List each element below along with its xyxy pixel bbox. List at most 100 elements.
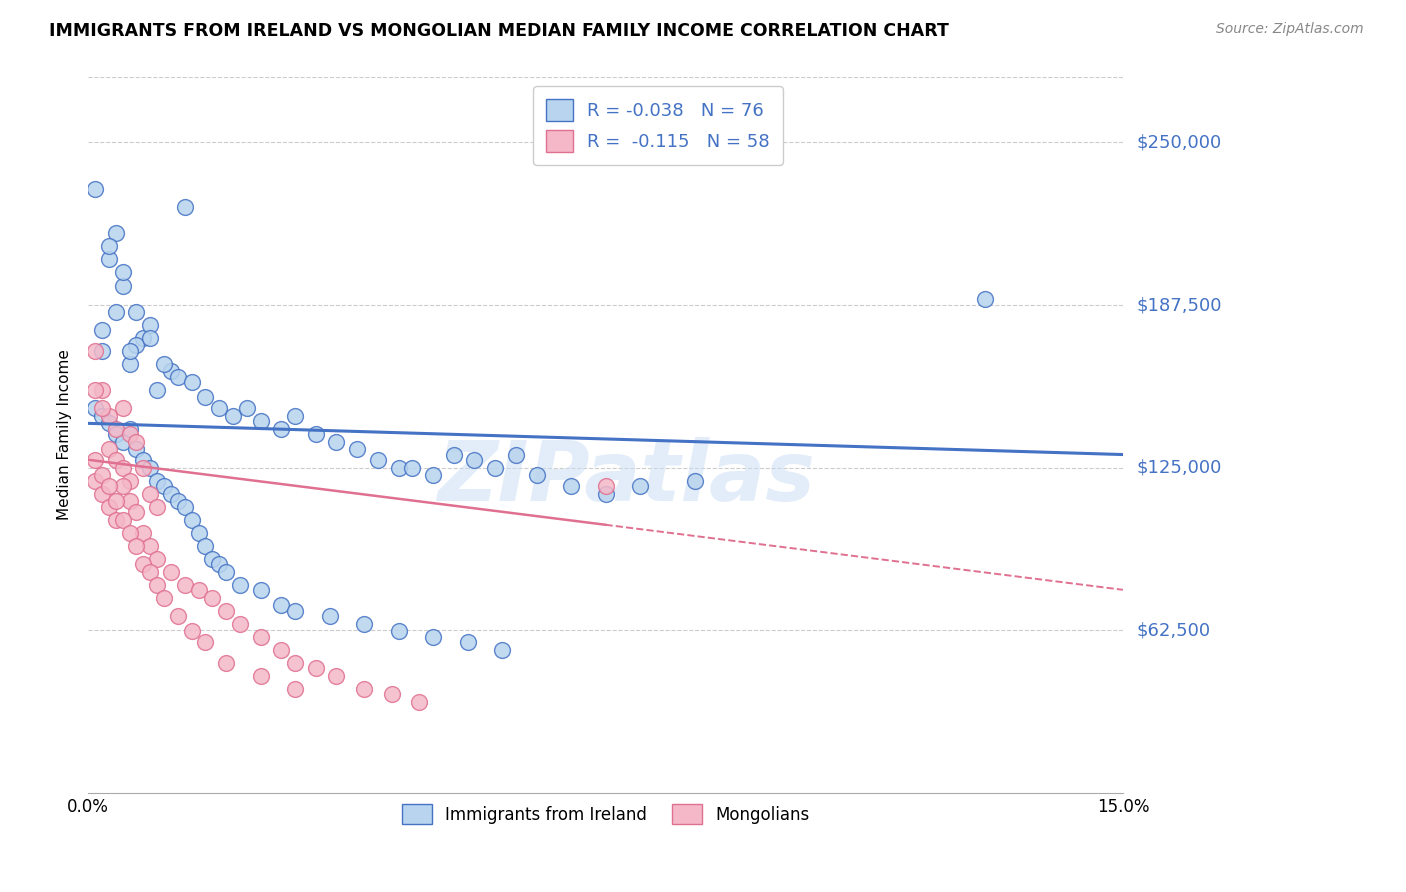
Point [180, 512, 202, 526]
Point [125, 442, 148, 457]
Point [284, 604, 307, 618]
Point [132, 460, 155, 475]
Point [139, 539, 162, 553]
Point [381, 687, 404, 701]
Point [139, 460, 162, 475]
Point [249, 582, 271, 597]
Point [201, 551, 224, 566]
Point [132, 557, 155, 571]
Point [153, 591, 176, 605]
Point [236, 401, 259, 415]
Point [111, 401, 134, 415]
Point [118, 494, 141, 508]
Point [229, 616, 252, 631]
Point [194, 539, 217, 553]
Point [160, 364, 183, 378]
Point [595, 486, 617, 500]
Point [422, 630, 444, 644]
Text: $62,500: $62,500 [1137, 621, 1211, 639]
Point [111, 460, 134, 475]
Point [139, 486, 162, 500]
Point [139, 318, 162, 332]
Point [91, 323, 114, 337]
Point [387, 624, 409, 639]
Point [305, 426, 328, 441]
Point [97, 442, 120, 457]
Point [111, 265, 134, 279]
Point [318, 608, 340, 623]
Point [91, 409, 114, 423]
Point [408, 695, 430, 709]
Point [215, 604, 238, 618]
Point [111, 479, 134, 493]
Point [91, 383, 114, 397]
Point [118, 357, 141, 371]
Point [104, 227, 127, 241]
Point [111, 434, 134, 449]
Point [146, 474, 169, 488]
Point [146, 577, 169, 591]
Point [132, 525, 155, 540]
Point [249, 630, 271, 644]
Point [118, 343, 141, 358]
Point [443, 448, 465, 462]
Point [125, 338, 148, 352]
Point [84, 182, 107, 196]
Point [325, 434, 347, 449]
Point [104, 452, 127, 467]
Point [104, 512, 127, 526]
Point [353, 681, 375, 696]
Point [284, 681, 307, 696]
Point [249, 414, 271, 428]
Point [526, 468, 548, 483]
Point [628, 479, 651, 493]
Point [346, 442, 368, 457]
Text: ZIPatlas: ZIPatlas [437, 437, 815, 518]
Point [229, 577, 252, 591]
Point [97, 417, 120, 431]
Point [146, 383, 169, 397]
Point [125, 539, 148, 553]
Point [146, 500, 169, 514]
Point [422, 468, 444, 483]
Point [270, 642, 292, 657]
Point [104, 426, 127, 441]
Point [325, 668, 347, 682]
Point [491, 642, 513, 657]
Point [153, 479, 176, 493]
Point [387, 460, 409, 475]
Point [118, 474, 141, 488]
Point [146, 551, 169, 566]
Point [166, 608, 188, 623]
Point [125, 434, 148, 449]
Point [97, 409, 120, 423]
Point [97, 252, 120, 267]
Point [187, 582, 209, 597]
Point [125, 304, 148, 318]
Point [118, 426, 141, 441]
Legend: Immigrants from Ireland, Mongolians: Immigrants from Ireland, Mongolians [392, 794, 820, 834]
Point [208, 557, 231, 571]
Point [160, 486, 183, 500]
Point [974, 292, 997, 306]
Point [173, 577, 195, 591]
Point [560, 479, 582, 493]
Point [91, 343, 114, 358]
Point [194, 635, 217, 649]
Point [367, 452, 389, 467]
Point [118, 525, 141, 540]
Point [84, 452, 107, 467]
Point [180, 624, 202, 639]
Text: $187,500: $187,500 [1137, 296, 1222, 314]
Point [683, 474, 706, 488]
Text: Source: ZipAtlas.com: Source: ZipAtlas.com [1216, 22, 1364, 37]
Point [166, 369, 188, 384]
Point [91, 468, 114, 483]
Point [84, 401, 107, 415]
Point [84, 474, 107, 488]
Point [595, 479, 617, 493]
Point [201, 591, 224, 605]
Point [104, 304, 127, 318]
Text: $250,000: $250,000 [1137, 134, 1222, 152]
Point [284, 656, 307, 670]
